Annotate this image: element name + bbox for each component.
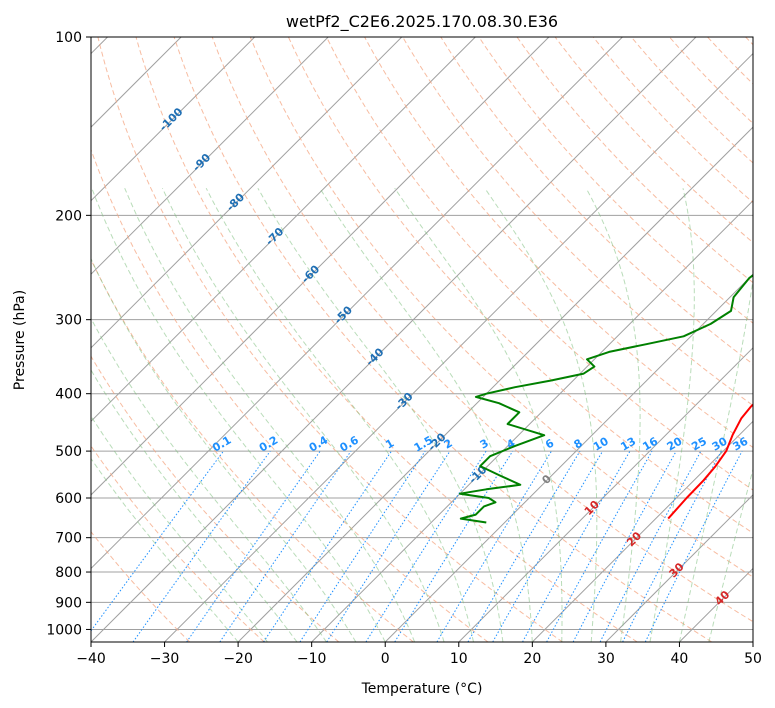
x-axis-label: Temperature (°C) <box>361 681 483 697</box>
x-tick-label: −30 <box>150 651 180 667</box>
dry-adiabat-line <box>478 37 753 324</box>
mixing-ratio-line <box>186 450 321 642</box>
dry-adiabat-line <box>364 37 753 449</box>
chart-title: wetPf2_C2E6.2025.170.08.30.E36 <box>286 12 558 32</box>
moist-adiabat-line <box>161 187 445 642</box>
y-tick-label: 100 <box>55 30 82 46</box>
mixing-ratio-line <box>572 450 677 642</box>
x-tick-label: 50 <box>744 651 762 667</box>
isotherm-line <box>91 37 256 202</box>
isotherm-line <box>531 420 753 642</box>
plot-frame <box>90 36 754 643</box>
x-tick-label: 0 <box>381 651 390 667</box>
x-tick-label: −40 <box>76 651 106 667</box>
plot-area <box>91 37 753 642</box>
dry-adiabat-line <box>326 37 753 491</box>
y-axis-label: Pressure (hPa) <box>12 290 28 390</box>
y-tick-label: 400 <box>55 387 82 403</box>
mixing-ratio-line <box>394 450 514 642</box>
mixing-ratio-line <box>522 450 631 642</box>
x-axis: −40 −30 −20 −10 0 10 20 30 40 50 <box>76 642 762 667</box>
moist-adiabat-line <box>91 457 239 642</box>
isotherm-line <box>91 37 329 275</box>
x-tick-label: 30 <box>597 651 615 667</box>
y-tick-label: 600 <box>55 491 82 507</box>
background-lines <box>91 37 753 642</box>
dewpoint-line <box>459 273 753 524</box>
isotherm-line <box>384 273 753 642</box>
dry-adiabat-line <box>135 37 638 642</box>
mixing-ratio-line <box>132 450 271 642</box>
dry-adiabat-line <box>91 148 489 642</box>
moist-adiabat-line <box>124 188 416 642</box>
x-tick-label: −20 <box>223 651 253 667</box>
isotherm-line <box>91 37 550 496</box>
mixing-ratio-line <box>326 450 451 642</box>
x-tick-label: 10 <box>450 651 468 667</box>
isotherm-line <box>91 37 403 349</box>
y-tick-label: 1000 <box>46 622 82 638</box>
mixing-ratio-line <box>599 450 702 642</box>
isotherm-line <box>164 52 753 642</box>
temperature-line <box>667 403 753 520</box>
x-tick-label: 20 <box>523 651 541 667</box>
dry-adiabat-line <box>211 37 753 623</box>
y-axis: 100 200 300 400 500 600 700 800 900 1000 <box>46 30 91 638</box>
dry-adiabat-line <box>287 37 753 534</box>
y-tick-label: 200 <box>55 208 82 224</box>
moist-adiabat-line <box>91 415 268 642</box>
y-tick-label: 900 <box>55 595 82 611</box>
y-tick-label: 800 <box>55 565 82 581</box>
moist-adiabat-line <box>484 187 598 642</box>
dry-adiabat-line <box>91 258 414 642</box>
isotherm-line <box>91 37 623 570</box>
x-tick-label: 40 <box>671 651 689 667</box>
dry-adiabat-line <box>249 37 753 578</box>
moist-adiabat-line <box>91 257 357 642</box>
moist-adiabat-line <box>585 187 641 642</box>
dry-adiabat-line <box>516 37 753 284</box>
moist-adiabat-line <box>319 187 533 642</box>
moist-adiabat-line <box>678 276 753 642</box>
mixing-ratio-line <box>546 450 653 642</box>
dry-adiabat-line <box>91 531 191 642</box>
dry-adiabat-line <box>173 37 713 642</box>
moist-adiabat-line <box>205 187 474 642</box>
dry-adiabat-line <box>97 37 563 642</box>
moist-adiabat-line <box>91 188 386 642</box>
y-tick-label: 300 <box>55 313 82 329</box>
mixing-ratio-line <box>365 450 487 642</box>
y-tick-label: 700 <box>55 531 82 547</box>
isotherm-line <box>91 37 697 642</box>
isotherm-line <box>605 494 753 642</box>
x-tick-label: −10 <box>297 651 327 667</box>
isotherm-line <box>91 37 476 423</box>
mixing-ratio-line <box>492 450 604 642</box>
mixing-ratio-line <box>91 450 224 632</box>
mixing-ratio-line <box>299 450 426 642</box>
dry-adiabat-line <box>91 355 340 642</box>
moist-adiabat-line <box>394 187 563 642</box>
profile-series <box>459 273 753 524</box>
dry-adiabat-line <box>440 37 753 365</box>
mixing-ratio-line <box>644 450 743 642</box>
mixing-ratio-line <box>219 450 352 642</box>
moist-adiabat-line <box>649 188 695 642</box>
moist-adiabat-line <box>257 187 504 642</box>
moist-adiabat-line <box>91 369 298 642</box>
dry-adiabat-line <box>592 37 753 204</box>
mixing-ratio-line <box>622 450 722 642</box>
isotherm-line <box>237 126 753 642</box>
y-tick-label: 500 <box>55 444 82 460</box>
